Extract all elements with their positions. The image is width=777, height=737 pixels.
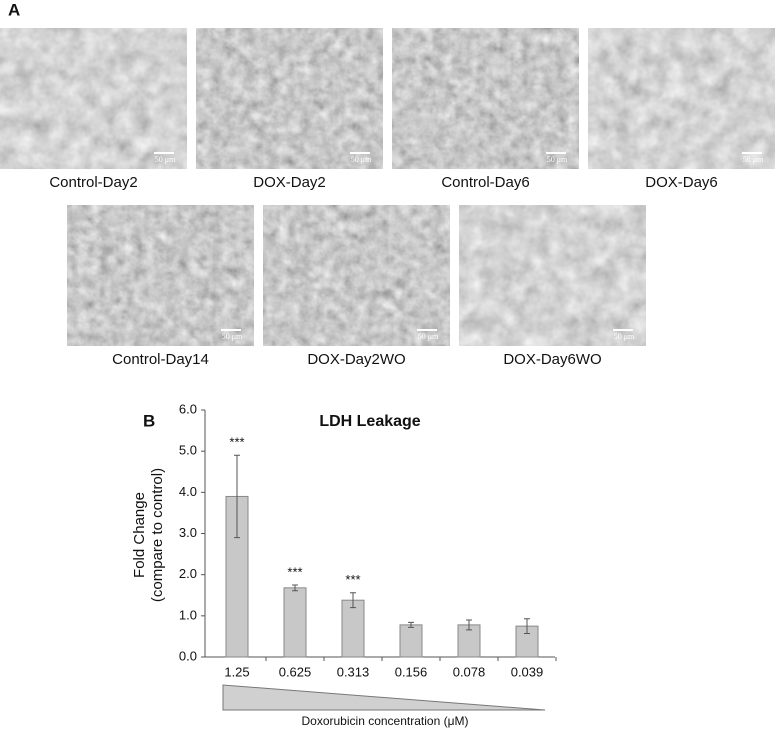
x-tick-label: 0.039 bbox=[511, 664, 544, 679]
significance-marker: *** bbox=[287, 564, 302, 579]
image-caption: DOX-Day2WO bbox=[307, 351, 405, 368]
error-bar bbox=[408, 621, 414, 628]
y-tick-label: 1.0 bbox=[179, 607, 197, 622]
scale-bar-label: 50 μm bbox=[222, 332, 243, 341]
concentration-wedge bbox=[222, 684, 546, 711]
significance-marker: *** bbox=[345, 572, 360, 587]
error-bar bbox=[350, 592, 356, 609]
x-tick-label: 0.156 bbox=[395, 664, 428, 679]
y-tick-label: 0.0 bbox=[179, 648, 197, 663]
micrograph bbox=[0, 28, 187, 169]
y-tick-label: 2.0 bbox=[179, 566, 197, 581]
image-caption: Control-Day2 bbox=[49, 174, 137, 191]
micrograph bbox=[459, 205, 646, 346]
y-tick-label: 3.0 bbox=[179, 525, 197, 540]
micrograph bbox=[196, 28, 383, 169]
x-tick-label: 0.313 bbox=[337, 664, 370, 679]
significance-marker: *** bbox=[229, 435, 244, 450]
micrograph bbox=[588, 28, 775, 169]
scale-bar-label: 50 μm bbox=[547, 155, 568, 164]
y-axis-label: (compare to control) bbox=[149, 468, 166, 602]
micrograph bbox=[392, 28, 579, 169]
x-tick-label: 0.078 bbox=[453, 664, 486, 679]
bar bbox=[283, 587, 307, 658]
micrograph bbox=[263, 205, 450, 346]
scale-bar-label: 50 μm bbox=[155, 155, 176, 164]
scale-bar-label: 50 μm bbox=[351, 155, 372, 164]
image-caption: Control-Day14 bbox=[112, 351, 209, 368]
x-axis-label: Doxorubicin concentration (μM) bbox=[302, 714, 469, 728]
y-tick-label: 4.0 bbox=[179, 484, 197, 499]
scale-bar-label: 50 μm bbox=[743, 155, 764, 164]
scale-bar-label: 50 μm bbox=[418, 332, 439, 341]
y-axis-label: Fold Change bbox=[131, 492, 148, 578]
image-caption: DOX-Day6WO bbox=[503, 351, 601, 368]
error-bar bbox=[524, 618, 530, 635]
error-bar bbox=[292, 584, 298, 592]
scale-bar-label: 50 μm bbox=[614, 332, 635, 341]
y-tick-label: 6.0 bbox=[179, 401, 197, 416]
x-tick-label: 1.25 bbox=[224, 664, 249, 679]
error-bar bbox=[466, 619, 472, 631]
y-tick-label: 5.0 bbox=[179, 443, 197, 458]
error-bar bbox=[234, 454, 240, 539]
micrograph bbox=[67, 205, 254, 346]
panel-label: A bbox=[8, 0, 20, 19]
bar bbox=[399, 624, 423, 658]
bar bbox=[341, 599, 365, 658]
image-caption: Control-Day6 bbox=[441, 174, 529, 191]
image-caption: DOX-Day6 bbox=[645, 174, 718, 191]
image-caption: DOX-Day2 bbox=[253, 174, 326, 191]
x-tick-label: 0.625 bbox=[279, 664, 312, 679]
panel-label: B bbox=[143, 411, 155, 430]
chart-title: LDH Leakage bbox=[319, 413, 420, 430]
